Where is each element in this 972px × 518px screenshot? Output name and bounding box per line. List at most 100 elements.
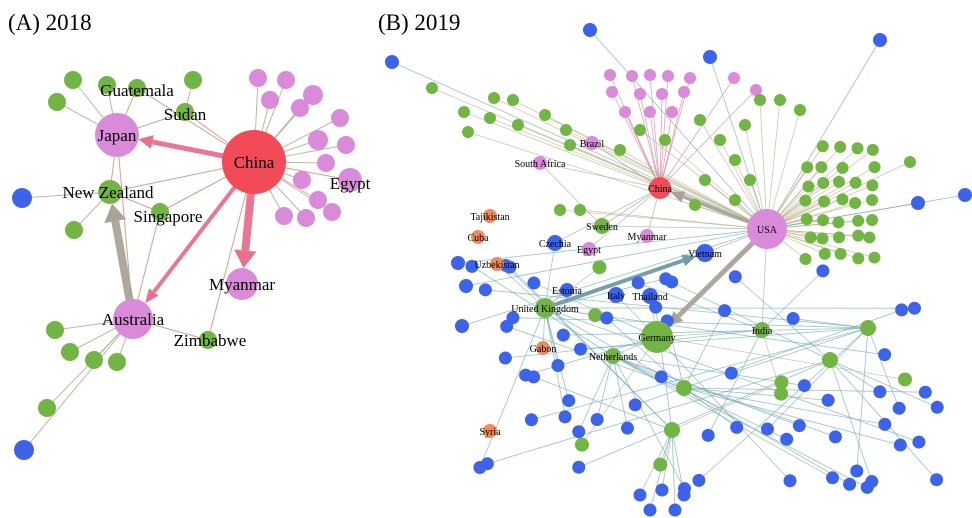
node: [478, 283, 492, 297]
node: [620, 421, 634, 435]
edge: [709, 56, 768, 230]
node-label: Gabon: [530, 344, 557, 355]
node: [644, 106, 656, 118]
node-label: USA: [757, 225, 778, 236]
node: [249, 69, 267, 87]
node: [866, 179, 879, 192]
node: [817, 177, 830, 190]
node-label: Myanmar: [209, 275, 275, 294]
node: [308, 130, 328, 150]
node: [792, 419, 806, 433]
node: [684, 72, 696, 84]
node: [562, 394, 576, 408]
country-node: [199, 331, 217, 349]
edge: [612, 355, 805, 386]
node-label: Germany: [638, 333, 675, 344]
node: [801, 161, 814, 174]
node: [797, 379, 811, 393]
edge: [578, 359, 831, 468]
node: [728, 72, 740, 84]
node: [277, 71, 295, 89]
node: [619, 106, 631, 118]
edge: [735, 276, 831, 361]
node-label: Cuba: [467, 233, 489, 244]
node: [108, 353, 126, 371]
node: [574, 204, 586, 216]
node: [918, 385, 932, 399]
node: [873, 385, 887, 399]
node: [506, 311, 520, 325]
node: [297, 209, 315, 227]
node: [633, 488, 647, 502]
node: [783, 474, 797, 488]
node: [626, 70, 638, 82]
node: [85, 351, 103, 369]
country-node: [754, 322, 770, 338]
node: [893, 438, 907, 452]
node-label: Myanmar: [628, 232, 668, 243]
node: [572, 460, 586, 474]
edge: [544, 307, 850, 485]
country-node: [338, 168, 362, 192]
node: [699, 174, 711, 186]
node: [656, 88, 668, 100]
node: [65, 221, 83, 239]
country-node: [747, 209, 787, 249]
node: [649, 300, 663, 314]
node: [754, 94, 766, 106]
edge: [671, 382, 782, 431]
node: [551, 359, 565, 373]
arrow-head: [138, 135, 154, 149]
node: [849, 196, 862, 209]
country-node: [608, 287, 624, 303]
edge: [479, 307, 546, 468]
country-node: [471, 230, 485, 244]
edge: [23, 318, 134, 451]
arrow-head: [681, 254, 697, 267]
node: [822, 352, 838, 368]
node: [866, 214, 879, 227]
edge: [512, 317, 869, 329]
node: [760, 422, 774, 436]
node-label: United Kingdom: [511, 304, 579, 315]
node: [832, 231, 845, 244]
edge: [531, 327, 869, 421]
edge: [624, 111, 661, 189]
node: [728, 270, 742, 284]
node: [866, 143, 879, 156]
edge: [612, 355, 685, 489]
node: [714, 134, 726, 146]
node: [730, 420, 744, 434]
node: [694, 114, 706, 126]
node-label: Brazil: [580, 139, 605, 150]
node: [834, 247, 847, 260]
edge: [731, 327, 869, 374]
edge: [683, 387, 901, 446]
node: [828, 430, 842, 444]
node: [863, 231, 876, 244]
country-node: [176, 103, 194, 121]
node: [588, 308, 603, 323]
node: [662, 70, 674, 82]
node: [590, 412, 604, 426]
edge: [767, 327, 869, 430]
edge: [457, 228, 768, 264]
node: [843, 477, 857, 491]
node: [850, 464, 864, 478]
edge: [683, 310, 725, 389]
node: [818, 247, 831, 260]
edge: [505, 329, 763, 359]
edge: [601, 187, 661, 227]
node: [724, 366, 738, 380]
country-node: [560, 283, 574, 297]
country-node: [113, 299, 153, 339]
node: [816, 232, 829, 245]
node: [802, 180, 815, 193]
edge: [465, 228, 768, 287]
country-node: [642, 288, 658, 304]
node: [800, 213, 813, 226]
country-node: [95, 113, 139, 157]
node: [799, 194, 812, 207]
node: [261, 91, 279, 109]
edge: [533, 376, 673, 431]
